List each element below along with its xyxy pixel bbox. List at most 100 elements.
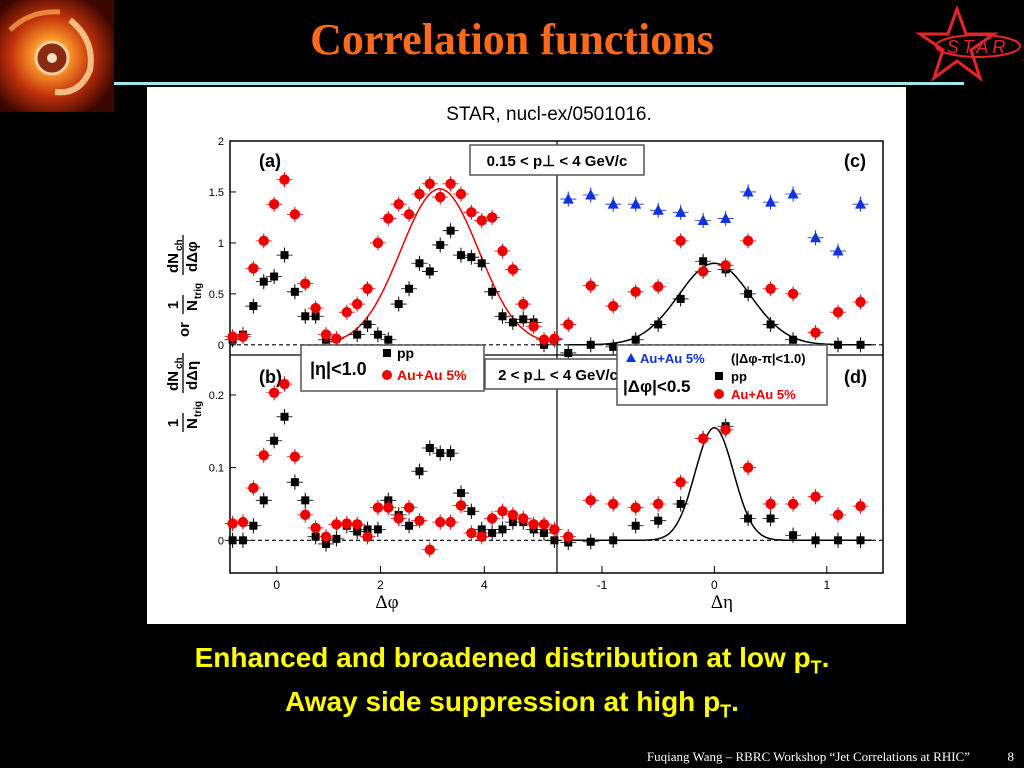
legend-right: Au+Au 5% (|Δφ-π|<1.0) |Δφ|<0.5 pp Au+Au … xyxy=(616,344,828,406)
auau-point xyxy=(289,451,301,462)
auau-point xyxy=(372,502,384,513)
pp-point xyxy=(373,330,382,339)
auau-point xyxy=(268,387,280,398)
legend-right-auau: Au+Au 5% xyxy=(731,387,796,402)
footer-text: Fuqiang Wang – RBRC Workshop “Jet Correl… xyxy=(646,749,970,764)
auau-point xyxy=(372,237,384,249)
away-point xyxy=(810,231,822,243)
pp-point xyxy=(270,436,279,445)
auau-point xyxy=(787,498,799,510)
auau-point xyxy=(563,319,574,330)
auau-point xyxy=(630,286,641,298)
pp-point xyxy=(280,251,289,260)
pp-point xyxy=(676,499,685,508)
auau-point xyxy=(630,502,641,513)
pp-point xyxy=(477,259,486,268)
auau-point xyxy=(268,198,280,210)
auau-point xyxy=(227,518,238,529)
pp-point xyxy=(249,521,258,530)
panel-label-a: (a) xyxy=(259,151,281,171)
auau-point xyxy=(518,298,529,310)
pp-point xyxy=(654,516,663,525)
ylabel-bottom-prefix-den-sub: trig xyxy=(193,283,204,299)
sun-image xyxy=(0,0,114,112)
pp-point xyxy=(353,330,362,339)
page-number: 8 xyxy=(1007,749,1015,764)
auau-point xyxy=(435,191,446,203)
pp-point xyxy=(498,525,507,534)
pp-point xyxy=(744,289,753,298)
pp-point xyxy=(856,340,865,349)
pp-point xyxy=(631,521,640,530)
away-point xyxy=(832,245,844,256)
auau-point xyxy=(652,281,664,292)
legend-left-pp: pp xyxy=(397,345,414,361)
auau-point xyxy=(538,334,550,345)
pp-point xyxy=(270,272,279,281)
ylabel-top-prefix-den-sub: trig xyxy=(193,401,204,417)
panel-label-d: (d) xyxy=(844,367,867,387)
auau-point xyxy=(563,531,574,542)
auau-point xyxy=(414,188,425,200)
away-point xyxy=(855,198,867,209)
x-tick-label: 0 xyxy=(711,578,718,592)
auau-point xyxy=(518,513,529,524)
figure-citation: STAR, nucl-ex/0501016. xyxy=(446,104,652,125)
auau-point xyxy=(279,378,290,390)
auau-point xyxy=(403,502,415,513)
pp-point xyxy=(446,226,455,235)
legend-left: |η|<1.0 pp Au+Au 5% xyxy=(300,344,485,392)
y-tick-label: 1 xyxy=(218,238,224,250)
auau-point xyxy=(424,544,436,555)
pp-point xyxy=(394,300,403,309)
auau-point xyxy=(810,491,821,502)
pp-point xyxy=(766,320,775,329)
auau-point xyxy=(320,329,332,340)
legend-right-auau-marker xyxy=(714,389,724,399)
auau-point xyxy=(476,531,487,542)
auau-point xyxy=(675,235,686,247)
away-point xyxy=(652,204,664,215)
auau-point xyxy=(310,522,321,534)
auau-point xyxy=(787,288,799,300)
auau-point xyxy=(549,333,560,344)
pp-point xyxy=(488,529,497,538)
ylabel-top-prefix-den: N xyxy=(184,418,201,429)
auau-point xyxy=(585,280,596,291)
pp-point xyxy=(363,320,372,329)
auau-point xyxy=(258,235,269,247)
auau-point xyxy=(237,516,249,528)
legend-left-auau-marker xyxy=(382,370,392,380)
pp-point xyxy=(238,536,247,545)
pp-point xyxy=(654,320,663,329)
auau-point xyxy=(720,424,731,436)
auau-point xyxy=(855,296,866,308)
caption-line-1: Enhanced and broadened distribution at l… xyxy=(0,642,1024,679)
panel-label-c: (c) xyxy=(844,151,866,171)
caption-line-2: Away side suppression at high pT. xyxy=(0,686,1024,723)
x-axis-label-right: Δη xyxy=(711,592,733,613)
away-point xyxy=(630,198,642,209)
pp-point xyxy=(384,335,393,344)
auau-point xyxy=(497,245,508,257)
auau-point xyxy=(248,482,259,494)
ylabel-top-den: dΔη xyxy=(184,361,201,390)
pp-point xyxy=(519,315,528,324)
pp-point xyxy=(811,536,820,545)
auau-point xyxy=(424,178,436,189)
auau-point xyxy=(697,433,709,444)
auau-point xyxy=(742,235,754,247)
auau-point xyxy=(608,300,619,312)
pp-point xyxy=(631,335,640,344)
ylabel-bottom-prefix-num: 1 xyxy=(165,301,182,309)
away-point xyxy=(585,189,597,200)
pp-point xyxy=(311,532,320,541)
caption-line-1-sub: T xyxy=(810,657,822,678)
auau-point xyxy=(528,519,539,530)
fit-curve xyxy=(568,262,872,346)
legend-right-away-marker xyxy=(626,353,636,362)
auau-point xyxy=(393,198,404,210)
auau-point xyxy=(248,263,259,274)
auau-point xyxy=(765,283,776,294)
auau-point xyxy=(331,519,342,530)
